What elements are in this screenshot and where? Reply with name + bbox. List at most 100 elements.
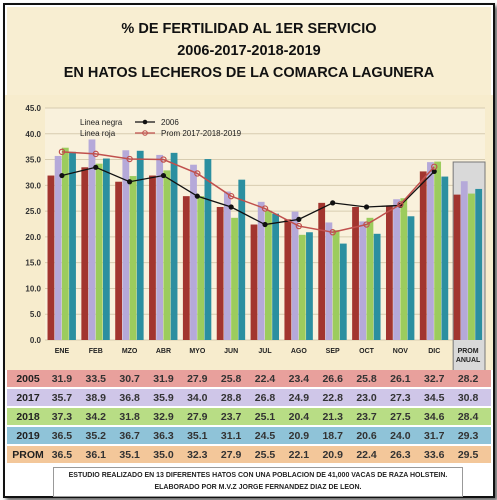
bar-2018-dic (434, 161, 442, 340)
bar-2019-jun (238, 179, 246, 340)
marker-2006 (262, 221, 268, 228)
study-note: ESTUDIO REALIZADO EN 13 DIFERENTES HATOS… (53, 467, 463, 497)
x-tick-label: AGO (291, 348, 308, 355)
table-cell: 22.8 (322, 391, 343, 404)
table-cell: 31.7 (424, 429, 445, 442)
bar-2018-ene (61, 147, 69, 340)
bar-2019-feb (102, 158, 110, 340)
table-cell: 36.7 (119, 429, 140, 442)
table-cell: 24.0 (390, 429, 411, 442)
table-row: 2019 36.5 35.2 36.7 36.3 35.1 31.1 24.5 20.9 18.7… (7, 427, 491, 444)
table-row: PROM 36.5 36.1 35.1 35.0 32.3 27.9 25.5 22.1 20.9… (7, 446, 491, 463)
y-tick-label: 35.0 (25, 156, 41, 165)
y-tick-label: 5.0 (30, 310, 42, 319)
marker-prom (194, 170, 201, 177)
chart-title-line-1: % DE FERTILIDAD AL 1ER SERVICIO (121, 21, 377, 37)
table-cell: 21.3 (322, 410, 343, 423)
bar-2005-myo (182, 196, 190, 340)
table-cell: 31.8 (119, 410, 140, 423)
table-cell: 34.0 (187, 391, 208, 404)
marker-2006 (194, 193, 200, 199)
study-note-line-1: ESTUDIO REALIZADO EN 13 DIFERENTES HATOS… (68, 472, 448, 479)
marker-2006 (127, 179, 133, 185)
table-row-label: 2005 (16, 372, 40, 385)
marker-prom (295, 222, 303, 230)
x-tick-label: ABR (156, 348, 171, 355)
x-tick-label: JUN (224, 348, 238, 355)
bar-2019-dic (441, 176, 449, 340)
table-cell: 28.4 (457, 410, 479, 423)
table-cell: 30.7 (119, 372, 140, 385)
y-tick-label: 45.0 (25, 104, 41, 113)
bar-2018-mzo (129, 176, 137, 340)
table-cell: 23.0 (356, 391, 377, 404)
table-cell: 27.9 (220, 448, 242, 461)
table-cell: 28.8 (220, 391, 242, 404)
marker-prom (92, 150, 99, 158)
table-row-label: 2019 (16, 429, 40, 442)
marker-2006 (363, 204, 370, 210)
table-cell: 25.5 (254, 448, 276, 461)
y-tick-label: 20.0 (25, 233, 41, 242)
bar-2019-ene (69, 151, 76, 340)
table-cell: 34.2 (85, 410, 106, 423)
line-black (61, 166, 435, 226)
marker-2006 (59, 172, 65, 179)
bar-2018-prom-anual (468, 193, 475, 340)
x-tick-label: ANUAL (456, 357, 481, 364)
bar-2018-oct (366, 217, 374, 340)
table-cell: 18.7 (322, 429, 343, 442)
y-tick-label: 15.0 (25, 259, 41, 268)
table-cell: 23.4 (288, 372, 310, 385)
x-tick-label: ENE (55, 348, 70, 355)
table-cell: 34.6 (424, 410, 445, 423)
x-tick-label: OCT (359, 348, 375, 355)
x-tick-label: SEP (326, 348, 340, 355)
bar-2005-sep (318, 202, 326, 340)
table-cell: 35.0 (153, 448, 174, 461)
bar-2019-myo (204, 159, 212, 340)
table-cell: 36.5 (51, 429, 73, 442)
table-cell: 31.9 (153, 372, 174, 385)
bar-2019-ago (306, 232, 313, 340)
bar-2019-jul (272, 213, 279, 340)
table-cell: 32.9 (153, 410, 174, 423)
legend-red-series: Prom 2017-2018-2019 (161, 129, 242, 138)
table-cell: 23.7 (220, 410, 242, 423)
table-cell: 27.9 (187, 372, 208, 385)
table-cell: 36.3 (153, 429, 174, 442)
marker-2006 (93, 164, 99, 170)
table-cell: 35.2 (85, 429, 106, 442)
table-cell: 22.4 (254, 372, 276, 385)
marker-prom (363, 221, 370, 228)
table-cell: 38.9 (85, 391, 106, 404)
x-tick-label: FEB (89, 348, 103, 355)
marker-2006 (160, 172, 167, 179)
table-cell: 32.3 (187, 448, 208, 461)
marker-2006 (330, 200, 336, 206)
legend-black-marker (142, 119, 148, 125)
y-tick-label: 0.0 (30, 336, 42, 345)
table-cell: 22.1 (288, 448, 310, 461)
bar-2019-oct (373, 233, 381, 340)
bar-2019-prom-anual (475, 188, 483, 340)
table-cell: 31.9 (51, 372, 73, 385)
bar-2018-ago (298, 234, 306, 340)
table-row-label: PROM (12, 448, 44, 461)
study-note-line-2: ELABORADO POR M.V.Z JORGE FERNANDEZ DIAZ… (154, 484, 362, 491)
bar-2017-oct (359, 221, 367, 340)
y-tick-label: 30.0 (25, 181, 41, 190)
x-tick-label: DIC (428, 348, 440, 355)
bar-2018-abr (163, 170, 171, 340)
bar-2005-prom-anual (453, 194, 461, 340)
legend-black-series: 2006 (161, 118, 179, 127)
table-cell: 25.1 (254, 410, 276, 423)
chart-frame: % DE FERTILIDAD AL 1ER SERVICIO 2006-201… (3, 3, 495, 498)
bar-2017-jul (257, 201, 265, 340)
chart-title-line-3: EN HATOS LECHEROS DE LA COMARCA LAGUNERA (63, 65, 435, 81)
table-row-label: 2017 (16, 391, 40, 404)
marker-2006 (431, 168, 437, 175)
marker-prom (126, 155, 133, 163)
bar-2005-mzo (115, 181, 123, 340)
bar-2017-prom-anual (460, 181, 468, 340)
